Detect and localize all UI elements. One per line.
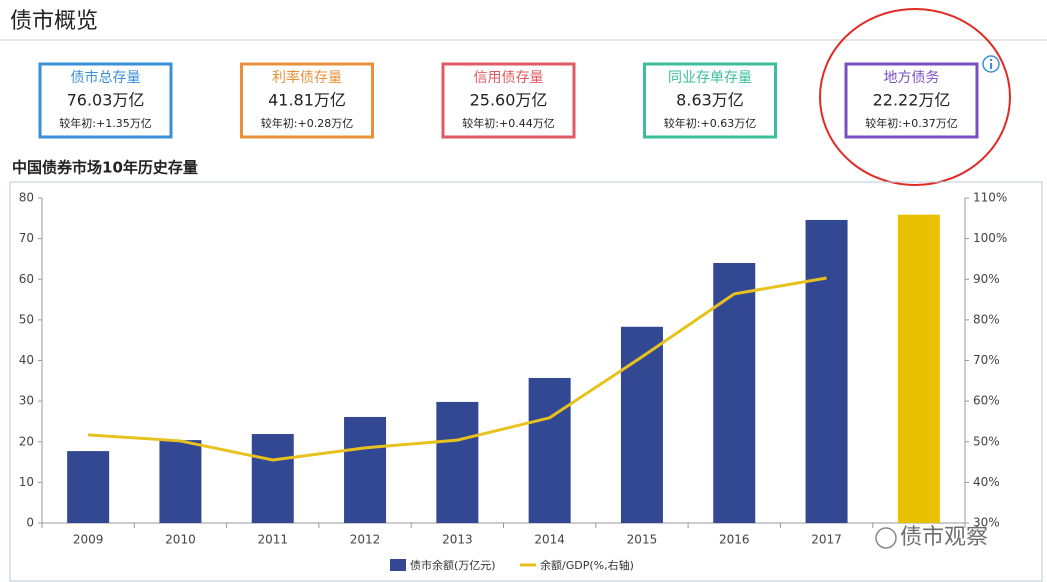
x-tick-label: 2015: [627, 533, 658, 547]
y-tick-label: 60: [19, 272, 34, 286]
y-tick-label: 30: [19, 394, 34, 408]
legend-label: 余额/GDP(%,右轴): [540, 558, 634, 572]
x-tick-label: 2017: [811, 533, 842, 547]
card-label: 同业存单存量: [668, 70, 752, 86]
line: [88, 276, 827, 462]
card-label: 地方债务: [884, 70, 940, 86]
card-change: 较年初:+1.35万亿: [59, 116, 151, 130]
y-tick-label: 70: [19, 231, 34, 245]
watermark-icon: [875, 527, 897, 549]
card-label: 信用债存量: [474, 70, 544, 86]
page-title: 债市概览: [10, 9, 98, 34]
info-dot: [989, 58, 993, 62]
bar: [805, 219, 848, 523]
legend-label: 债市余额(万亿元): [410, 558, 496, 572]
y2-tick-label: 110%: [973, 191, 1007, 205]
bar: [159, 440, 202, 523]
bar: [251, 434, 294, 523]
y-tick-label: 20: [19, 434, 34, 448]
y-tick-label: 0: [26, 516, 34, 530]
info-icon[interactable]: [982, 55, 1000, 73]
bar: [344, 416, 387, 523]
x-tick-label: 2013: [442, 533, 473, 547]
card-value: 76.03万亿: [67, 91, 145, 110]
card[interactable]: [240, 62, 374, 139]
card[interactable]: [844, 62, 979, 139]
x-tick-label: 2009: [73, 533, 104, 547]
bar: [713, 263, 756, 523]
card[interactable]: [643, 62, 777, 139]
y-tick-label: 80: [19, 191, 34, 205]
highlight-circle: [819, 8, 1011, 186]
card-label: 债市总存量: [71, 69, 141, 86]
card-value: 25.60万亿: [470, 91, 548, 110]
watermark: 债市观察: [900, 525, 988, 550]
card-change: 较年初:+0.44万亿: [462, 116, 554, 130]
bar: [620, 326, 663, 523]
y2-tick-label: 90%: [973, 272, 1000, 286]
y2-tick-label: 50%: [973, 434, 1000, 448]
card-change: 较年初:+0.28万亿: [261, 116, 353, 130]
x-tick-label: 2012: [350, 533, 381, 547]
legend-swatch: [390, 559, 406, 571]
y-tick-label: 40: [19, 353, 34, 367]
y2-tick-label: 70%: [973, 353, 1000, 367]
x-tick-label: 2010: [165, 533, 196, 547]
y2-tick-label: 100%: [973, 231, 1007, 245]
y-tick-label: 10: [19, 475, 34, 489]
x-tick-label: 2016: [719, 533, 750, 547]
card-value: 8.63万亿: [676, 91, 744, 110]
card[interactable]: [38, 62, 173, 139]
bar: [528, 377, 571, 523]
card[interactable]: [441, 62, 576, 139]
x-tick-label: 2011: [257, 533, 288, 547]
card-label: 利率债存量: [272, 69, 342, 86]
chart-title: 中国债券市场10年历史存量: [12, 159, 198, 177]
chart-frame: [9, 181, 1043, 582]
card-value: 41.81万亿: [268, 91, 346, 110]
card-change: 较年初:+0.63万亿: [664, 116, 756, 130]
card-value: 22.22万亿: [873, 91, 951, 110]
y-tick-label: 50: [19, 312, 34, 326]
y2-tick-label: 80%: [973, 312, 1000, 326]
card-change: 较年初:+0.37万亿: [865, 116, 957, 130]
y2-tick-label: 30%: [973, 516, 1000, 530]
y2-tick-label: 40%: [973, 475, 1000, 489]
y2-tick-label: 60%: [973, 394, 1000, 408]
bar: [897, 214, 940, 523]
info-circle: [982, 55, 1000, 73]
x-tick-label: 2014: [534, 533, 565, 547]
bar: [436, 401, 479, 523]
bar: [67, 451, 110, 523]
